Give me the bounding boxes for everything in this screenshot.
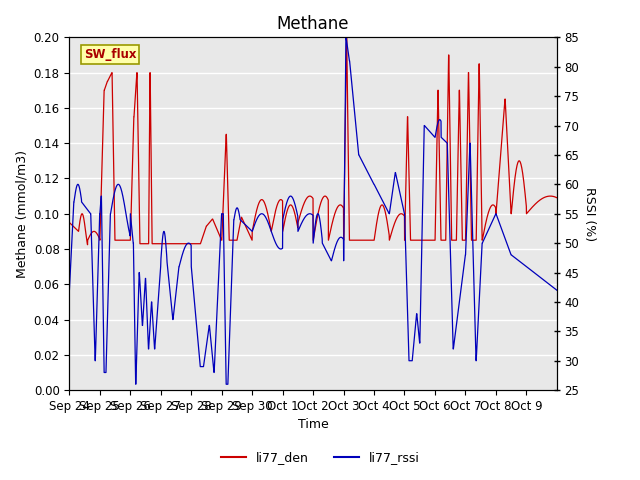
Y-axis label: RSSI (%): RSSI (%) <box>583 187 596 241</box>
Y-axis label: Methane (mmol/m3): Methane (mmol/m3) <box>15 150 28 278</box>
Text: SW_flux: SW_flux <box>84 48 136 61</box>
X-axis label: Time: Time <box>298 419 328 432</box>
Title: Methane: Methane <box>277 15 349 33</box>
Legend: li77_den, li77_rssi: li77_den, li77_rssi <box>216 446 424 469</box>
